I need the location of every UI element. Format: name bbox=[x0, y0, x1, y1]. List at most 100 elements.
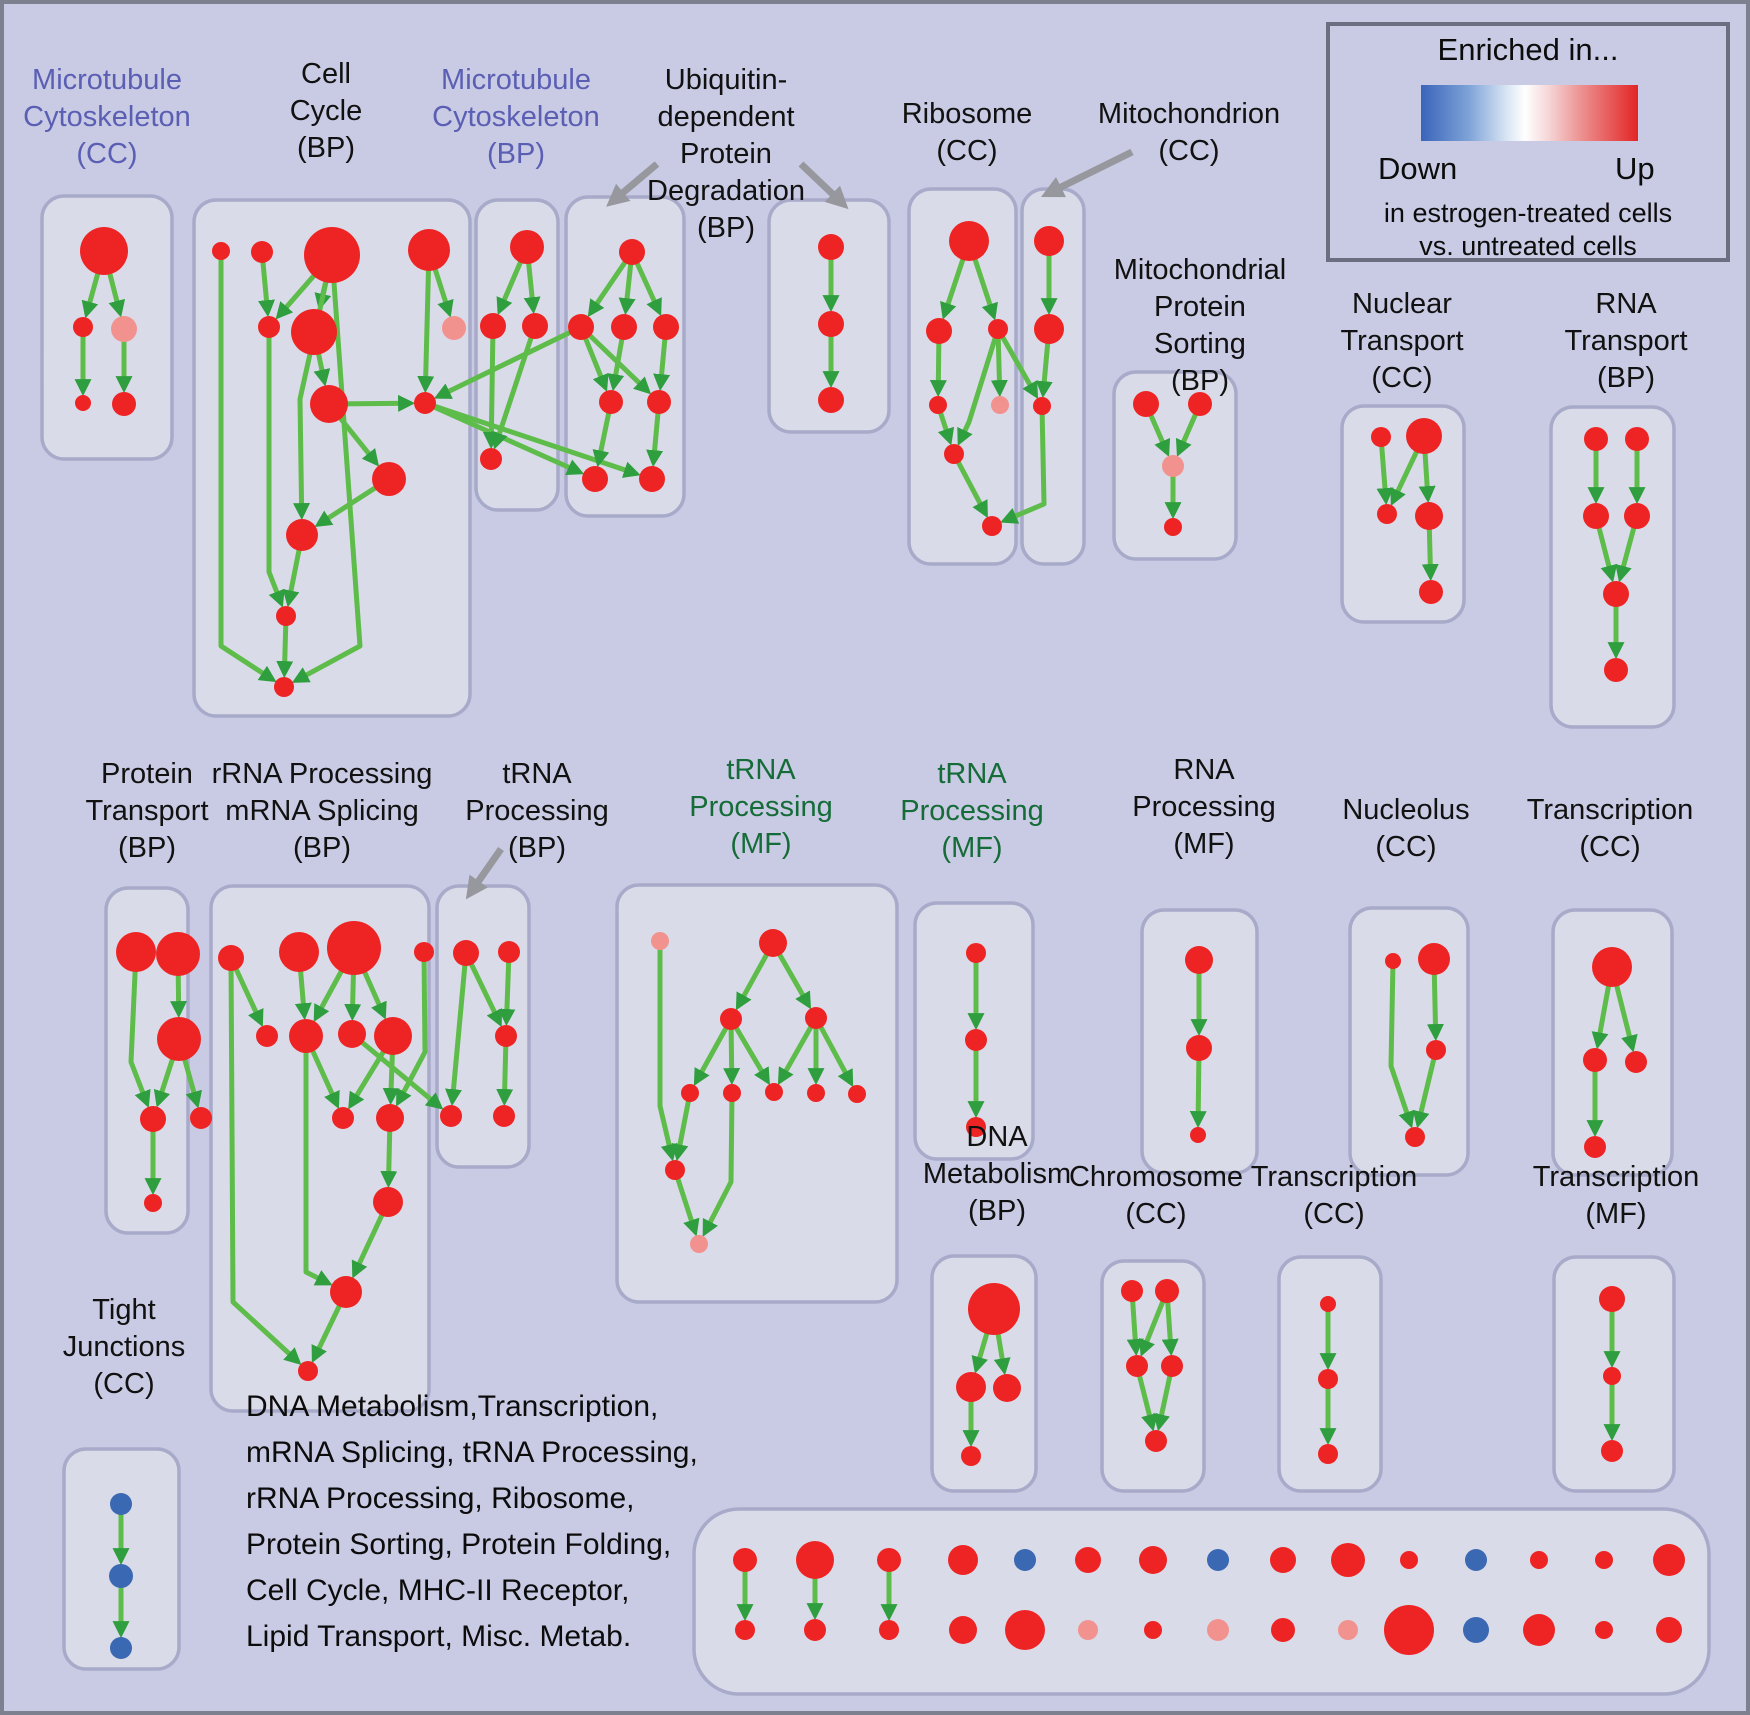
go-term-node-red bbox=[1033, 397, 1051, 415]
go-term-node-pink bbox=[1162, 455, 1184, 477]
go-term-node-red bbox=[1592, 947, 1632, 987]
hierarchy-edge bbox=[266, 327, 285, 608]
go-term-node-red bbox=[414, 392, 436, 414]
legend-title: Enriched in... bbox=[1437, 32, 1619, 67]
go-term-node-red bbox=[212, 242, 230, 260]
go-term-node-red bbox=[440, 1105, 462, 1127]
go-term-node-red bbox=[274, 677, 294, 697]
go-term-node-red bbox=[1415, 502, 1443, 530]
go-term-node-red bbox=[568, 314, 594, 340]
label-pointer-arrow bbox=[606, 161, 660, 207]
go-term-node-blue bbox=[1014, 1549, 1036, 1571]
go-term-node-red bbox=[949, 221, 989, 261]
go-term-node-red bbox=[926, 318, 952, 344]
legend-subtitle-2: vs. untreated cells bbox=[1419, 231, 1637, 261]
hierarchy-edge bbox=[291, 254, 363, 683]
go-term-node-red bbox=[1595, 1621, 1613, 1639]
go-term-node-pink bbox=[651, 932, 669, 950]
hierarchy-edge bbox=[990, 328, 1008, 398]
go-term-node-red bbox=[966, 943, 986, 963]
go-term-node-red bbox=[1186, 1035, 1212, 1061]
go-term-node-red bbox=[1133, 391, 1159, 417]
cluster-label-nuclear-transport: Nuclear Transport (CC) bbox=[1340, 288, 1464, 394]
go-term-node-red bbox=[1188, 392, 1212, 416]
hierarchy-edge bbox=[228, 957, 302, 1365]
go-term-node-red bbox=[510, 230, 544, 264]
go-term-node-red bbox=[144, 1194, 162, 1212]
go-term-node-red bbox=[298, 1361, 318, 1381]
go-term-node-pink bbox=[1078, 1620, 1098, 1640]
go-term-node-red bbox=[304, 227, 360, 283]
cluster-label-tight-junctions: Tight Junctions (CC) bbox=[62, 1294, 186, 1400]
go-term-node-red bbox=[156, 932, 200, 976]
legend-down-label: Down bbox=[1378, 151, 1458, 186]
go-term-node-blue bbox=[1465, 1549, 1487, 1571]
go-term-node-red bbox=[653, 314, 679, 340]
go-term-node-red bbox=[582, 466, 608, 492]
go-term-node-pink bbox=[442, 316, 466, 340]
go-term-node-red bbox=[1418, 943, 1450, 975]
go-term-node-red bbox=[1419, 580, 1443, 604]
go-term-node-red bbox=[804, 1619, 826, 1641]
cluster-label-trna-bp: tRNA Processing (BP) bbox=[465, 758, 609, 864]
go-term-node-red bbox=[1603, 1367, 1621, 1385]
go-term-node-red bbox=[611, 314, 637, 340]
go-term-node-blue bbox=[109, 1564, 133, 1588]
legend-subtitle-1: in estrogen-treated cells bbox=[1383, 198, 1673, 228]
go-term-node-red bbox=[1126, 1355, 1148, 1377]
go-term-node-red bbox=[453, 940, 479, 966]
hierarchy-edge bbox=[293, 254, 335, 521]
cluster-label-dna-metabolism: DNA Metabolism (BP) bbox=[922, 1121, 1072, 1227]
cluster-label-trna-mf-1: tRNA Processing (MF) bbox=[689, 754, 833, 860]
go-term-node-red bbox=[807, 1084, 825, 1102]
go-term-node-red bbox=[1583, 1048, 1607, 1072]
cluster-label-transcription-cc-2: Transcription (CC) bbox=[1526, 794, 1694, 863]
go-term-node-red bbox=[968, 1283, 1020, 1335]
go-term-node-blue bbox=[110, 1493, 132, 1515]
go-term-node-red bbox=[966, 1117, 986, 1137]
cluster-label-ribosome: Ribosome (CC) bbox=[901, 98, 1033, 167]
go-network-graph bbox=[40, 148, 1711, 1696]
go-term-node-red bbox=[75, 395, 91, 411]
go-term-node-red bbox=[1604, 658, 1628, 682]
go-term-node-red bbox=[639, 466, 665, 492]
go-term-node-red bbox=[796, 1541, 834, 1579]
go-term-node-red bbox=[80, 227, 128, 275]
label-pointer-arrow bbox=[465, 846, 504, 900]
go-term-node-red bbox=[1426, 1040, 1446, 1060]
go-term-node-red bbox=[993, 1374, 1021, 1402]
cluster-label-rna-transport: RNA Transport (BP) bbox=[1564, 288, 1688, 394]
go-term-node-red bbox=[338, 1020, 366, 1048]
go-term-node-red bbox=[956, 1372, 986, 1402]
cluster-label-protein-transport: Protein Transport (BP) bbox=[85, 758, 209, 864]
go-term-node-red bbox=[480, 448, 502, 470]
go-term-node-red bbox=[374, 1017, 412, 1055]
go-term-node-red bbox=[1185, 946, 1213, 974]
go-term-node-red bbox=[408, 229, 450, 271]
go-term-node-red bbox=[1371, 427, 1391, 447]
go-term-node-red bbox=[157, 1017, 201, 1061]
go-term-node-red bbox=[330, 1276, 362, 1308]
go-term-node-red bbox=[982, 516, 1002, 536]
cluster-box-rrna-mrna bbox=[209, 884, 431, 1413]
go-term-node-red bbox=[1155, 1279, 1179, 1303]
go-term-node-red bbox=[1144, 1621, 1162, 1639]
go-term-node-red bbox=[1034, 314, 1064, 344]
go-term-node-red bbox=[1271, 1618, 1295, 1642]
go-term-node-red bbox=[733, 1548, 757, 1572]
go-term-node-pink bbox=[1207, 1619, 1229, 1641]
go-term-node-red bbox=[310, 385, 348, 423]
go-term-node-red bbox=[1270, 1547, 1296, 1573]
go-term-node-red bbox=[1145, 1430, 1167, 1452]
go-term-node-red bbox=[1005, 1610, 1045, 1650]
go-term-node-red bbox=[965, 1029, 987, 1051]
go-term-node-red bbox=[1139, 1546, 1167, 1574]
go-term-node-red bbox=[258, 316, 280, 338]
hierarchy-edge bbox=[672, 1169, 700, 1237]
cluster-label-mitochondrion: Mitochondrion (CC) bbox=[1097, 98, 1281, 167]
cluster-label-ubiquitin: Ubiquitin- dependent Protein Degradation… bbox=[647, 64, 805, 244]
hierarchy-edge bbox=[433, 324, 583, 399]
go-term-node-red bbox=[1625, 427, 1649, 451]
go-term-node-red bbox=[818, 387, 844, 413]
